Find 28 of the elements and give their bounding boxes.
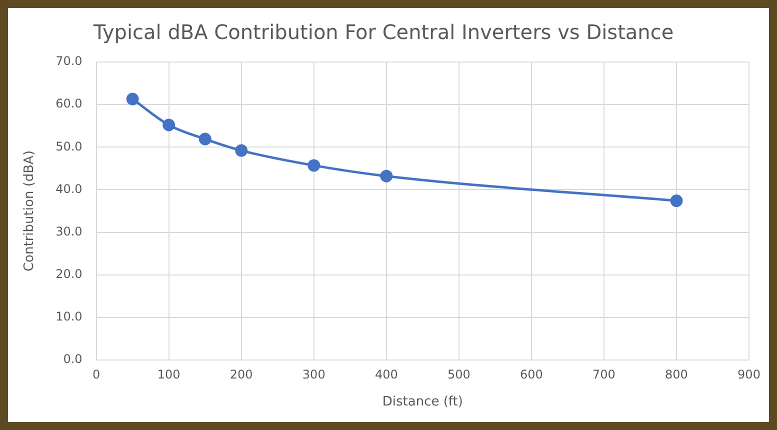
y-tick-label: 0.0	[63, 352, 82, 366]
x-axis-title: Distance (ft)	[382, 394, 463, 410]
x-tick-label: 100	[157, 367, 180, 382]
x-tick-label: 300	[302, 367, 326, 382]
y-tick-label: 20.0	[56, 266, 82, 281]
y-axis-title: Contribution (dBA)	[22, 150, 38, 272]
x-tick-label: 600	[520, 367, 543, 382]
y-tick-label: 40.0	[56, 182, 82, 196]
y-tick-label: 60.0	[56, 96, 82, 111]
point	[198, 132, 212, 146]
y-tick-label: 70.0	[56, 54, 82, 68]
y-tick-label: 30.0	[56, 224, 82, 238]
x-tick-label: 400	[374, 367, 398, 382]
x-tick-label: 900	[738, 367, 760, 382]
point	[162, 118, 176, 132]
x-tick-label: 800	[665, 367, 688, 382]
y-tick-label: 10.0	[56, 310, 82, 324]
point	[380, 170, 393, 182]
x-tick-label: 700	[592, 367, 616, 382]
point	[670, 194, 683, 208]
y-tick-label: 50.0	[56, 139, 82, 154]
chart-title: Typical dBA Contribution For Central Inverters vs Distance	[92, 20, 674, 44]
x-tick-label: 0	[92, 367, 100, 382]
x-tick-label: 200	[230, 367, 253, 382]
point	[235, 144, 248, 157]
x-tick-label: 500	[447, 367, 470, 382]
point	[308, 159, 320, 172]
point	[126, 92, 139, 106]
